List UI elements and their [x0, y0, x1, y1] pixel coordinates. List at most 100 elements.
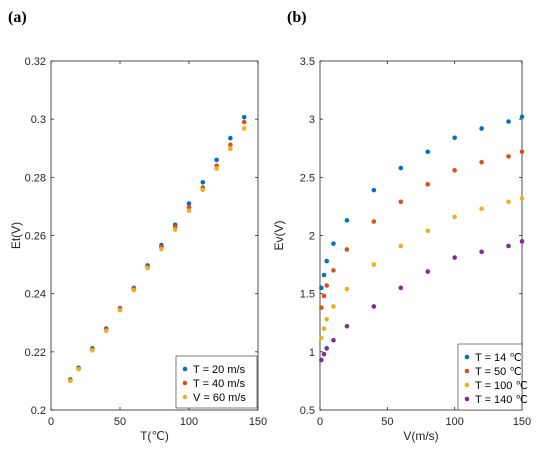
data-point — [131, 287, 137, 293]
legend-box — [175, 355, 258, 409]
data-point — [324, 258, 330, 264]
data-point — [331, 304, 336, 309]
x-tick-label: 100 — [445, 416, 463, 428]
legend-entry-label: T = 100 ℃ — [475, 380, 528, 392]
data-point — [321, 293, 327, 299]
chart-panel-a: (a) 0 50 100 150 0.2 0.22 0.24 0.26 0.28 0.3 0.32 T(… — [8, 9, 267, 443]
data-point — [344, 218, 350, 223]
data-point — [241, 119, 247, 125]
data-point — [506, 119, 511, 124]
data-point — [186, 201, 192, 206]
series-1 — [319, 114, 525, 291]
y-axis-title: Ev(V) — [272, 220, 286, 250]
data-point — [214, 157, 219, 163]
y-tick-label: 1 — [309, 347, 315, 359]
y-tick-label: 0.22 — [25, 347, 46, 359]
data-point — [172, 227, 178, 232]
legend-marker — [464, 354, 470, 360]
data-point — [371, 187, 377, 193]
data-point — [331, 268, 336, 273]
data-point — [519, 149, 525, 155]
y-tick-label: 0.2 — [31, 405, 46, 417]
data-point — [68, 378, 73, 384]
data-point — [425, 182, 431, 187]
data-point — [425, 269, 431, 274]
legend: T = 14 ℃ T = 50 ℃ T = 100 ℃ T = 140 ℃ — [457, 343, 528, 411]
data-point — [506, 154, 511, 159]
legend: T = 20 m/s T = 40 m/s V = 60 m/s — [175, 355, 258, 409]
data-point — [371, 262, 377, 267]
y-tick-label: 0.5 — [300, 405, 315, 417]
data-point — [324, 346, 330, 351]
y-tick-label: 2.5 — [300, 172, 315, 184]
data-point — [479, 159, 484, 165]
x-axis-title: T(℃) — [140, 429, 169, 443]
data-point — [200, 187, 206, 193]
data-point — [145, 265, 150, 271]
data-point — [159, 246, 164, 252]
data-point — [228, 142, 233, 148]
legend-marker — [464, 396, 470, 402]
y-tick-label: 0.32 — [25, 56, 46, 68]
series-3 — [319, 195, 525, 341]
x-tick-label: 0 — [317, 416, 323, 428]
data-point — [103, 328, 109, 334]
data-point — [324, 283, 330, 288]
x-tick-label: 0 — [48, 416, 54, 428]
y-tick-label: 3 — [309, 114, 315, 126]
legend-marker — [182, 380, 188, 386]
y-tick-label: 3.5 — [300, 56, 315, 68]
data-point — [398, 243, 404, 249]
data-point — [452, 255, 457, 260]
y-axis-title: Et(V) — [9, 222, 23, 249]
legend-marker — [182, 366, 188, 372]
data-point — [228, 146, 233, 152]
data-point — [186, 204, 192, 210]
data-point — [76, 366, 81, 372]
data-point — [452, 135, 457, 141]
legend-marker — [182, 394, 188, 400]
data-point — [519, 239, 525, 244]
data-point — [506, 199, 511, 205]
data-point — [344, 247, 350, 252]
x-axis-title: V(m/s) — [403, 429, 438, 443]
data-point — [321, 351, 327, 357]
data-point — [398, 199, 404, 205]
data-point — [321, 272, 327, 278]
series-1 — [68, 114, 247, 382]
data-point — [324, 316, 330, 322]
data-point — [319, 357, 324, 363]
legend-entry-label: T = 20 m/s — [193, 364, 246, 376]
data-point — [241, 126, 247, 131]
legend-entry-label: T = 140 ℃ — [475, 394, 528, 406]
data-point — [319, 305, 324, 310]
data-point — [321, 326, 327, 331]
panel-label: (a) — [8, 9, 27, 26]
y-tick-label: 2 — [309, 231, 315, 243]
y-tick-label: 0.3 — [31, 114, 46, 126]
x-tick-label: 150 — [249, 416, 267, 428]
series-2 — [68, 119, 247, 383]
data-point — [506, 243, 511, 249]
data-point — [479, 126, 484, 131]
chart-panel-b: (b) 0 50 100 150 0.5 1 1.5 2 2.5 3 3.5 V(m/s) Ev(V) T … — [272, 9, 531, 443]
legend-marker — [464, 382, 470, 388]
data-point — [398, 165, 404, 171]
data-point — [452, 214, 457, 220]
data-point — [90, 348, 95, 353]
data-point — [331, 337, 336, 343]
data-point — [117, 307, 123, 313]
data-point — [371, 219, 377, 224]
series-2 — [319, 149, 525, 310]
x-tick-label: 50 — [114, 416, 126, 428]
panel-label: (b) — [287, 9, 307, 26]
data-point — [331, 241, 336, 246]
data-point — [344, 323, 350, 329]
data-point — [228, 135, 233, 141]
legend-entry-label: T = 50 ℃ — [475, 366, 522, 378]
data-point — [214, 166, 219, 171]
y-tick-label: 0.24 — [25, 289, 46, 301]
data-point — [425, 228, 431, 234]
